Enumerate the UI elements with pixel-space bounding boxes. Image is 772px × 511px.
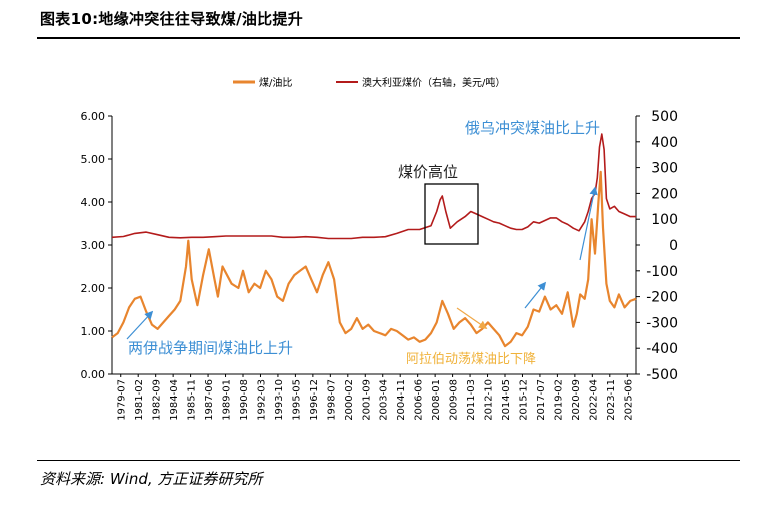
annotation-coal-price-peak: 煤价高位 (398, 163, 458, 181)
x-axis-tick-label: 2009-08 (449, 379, 460, 421)
annotation-russia-ukraine: 俄乌冲突煤油比上升 (465, 119, 600, 137)
right-axis: -500 -400 -300 -200 -100 0 100 200 300 400 500 (636, 109, 678, 383)
right-axis-tick-label: -500 (646, 367, 678, 383)
legend-label-coal-price: 澳大利亚煤价（右轴，美元/吨） (362, 76, 505, 89)
x-axis-tick-label: 1996-12 (309, 379, 320, 421)
right-axis-tick-label: -100 (646, 264, 678, 280)
right-axis-tick-label: 200 (651, 186, 678, 202)
x-axis-tick-label: 1981-02 (134, 379, 145, 421)
left-axis-tick-label: 2.00 (81, 282, 106, 295)
coal-oil-ratio-line (111, 170, 637, 348)
left-axis-tick-label: 0.00 (81, 368, 106, 381)
x-axis-tick-label: 2011-03 (466, 379, 477, 421)
legend-label-ratio: 煤/油比 (259, 76, 292, 89)
x-axis-tick-label: 2000-02 (344, 379, 355, 421)
annotation-iran-iraq-war: 两伊战争期间煤油比上升 (128, 339, 293, 357)
x-axis-tick-label: 2004-11 (396, 379, 407, 421)
right-axis-tick-label: 300 (651, 161, 678, 177)
series-layer (111, 133, 637, 348)
arrow-russia-ukraine (579, 186, 598, 261)
x-axis-tick-label: 1984-04 (169, 379, 180, 421)
x-axis-tick-label: 2019-02 (553, 379, 564, 421)
right-axis-tick-label: 100 (651, 212, 678, 228)
x-axis-tick-label: 1987-06 (204, 379, 215, 421)
coal-peak-highlight-box (424, 183, 479, 245)
arrow-arab-unrest (456, 307, 488, 329)
x-axis-tick-label: 2015-12 (518, 379, 529, 421)
right-axis-tick-label: 500 (651, 109, 678, 125)
x-axis-tick-label: 2003-04 (379, 379, 390, 421)
x-axis-tick-label: 2012-10 (484, 379, 495, 421)
x-axis-tick-label: 1979-07 (117, 379, 128, 421)
title-divider (37, 37, 740, 39)
annotation-arab-unrest: 阿拉伯动荡煤油比下降 (406, 352, 536, 367)
arrow-iran-iraq-war (126, 310, 154, 340)
x-axis-tick-label: 1989-01 (222, 379, 233, 421)
left-axis-tick-label: 6.00 (81, 110, 106, 123)
page-title: 图表10:地缘冲突往往导致煤/油比提升 (40, 10, 304, 28)
x-axis-tick-label: 2022-04 (588, 379, 599, 421)
x-axis-tick-label: 2014-05 (501, 379, 512, 421)
x-axis-tick-label: 1992-03 (256, 379, 267, 421)
x-axis-tick-label: 2008-01 (431, 379, 442, 421)
right-axis-tick-label: 0 (669, 238, 678, 254)
left-axis-tick-label: 1.00 (81, 325, 106, 338)
right-axis-tick-label: 400 (651, 135, 678, 151)
coal-price-line (111, 133, 636, 240)
right-axis-tick-label: -200 (646, 290, 678, 306)
x-axis-tick-label: 1985-11 (187, 379, 198, 421)
right-axis-tick-label: -400 (646, 341, 678, 357)
x-axis-tick-label: 2001-09 (361, 379, 372, 421)
left-axis-tick-label: 4.00 (81, 196, 106, 209)
x-axis-tick-label: 1998-07 (326, 379, 337, 421)
x-axis-tick-label: 2017-07 (536, 379, 547, 421)
left-axis: 0.00 1.00 2.00 3.00 4.00 5.00 6.00 (81, 110, 112, 381)
x-axis-tick-label: 2006-06 (414, 379, 425, 421)
x-axis-tick-label: 2020-09 (571, 379, 582, 421)
x-axis-tick-label: 1982-09 (152, 379, 163, 421)
left-axis-tick-label: 5.00 (81, 153, 106, 166)
legend: 煤/油比 澳大利亚煤价（右轴，美元/吨） (233, 76, 505, 89)
x-axis-tick-label: 1990-08 (239, 379, 250, 421)
x-axis-tick-label: 2025-06 (623, 379, 634, 421)
arrow-2017-rise (524, 281, 547, 309)
x-axis-tick-label: 1993-10 (274, 379, 285, 421)
source-note: 资料来源: Wind, 方正证券研究所 (40, 470, 263, 488)
source-divider (37, 460, 740, 461)
x-axis-tick-label: 2023-11 (606, 379, 617, 421)
x-axis: 1979-07 1981-02 1982-09 1984-04 1985-11 1987-… (117, 374, 634, 421)
x-axis-tick-label: 1995-05 (291, 379, 302, 421)
right-axis-tick-label: -300 (646, 315, 678, 331)
left-axis-tick-label: 3.00 (81, 239, 106, 252)
